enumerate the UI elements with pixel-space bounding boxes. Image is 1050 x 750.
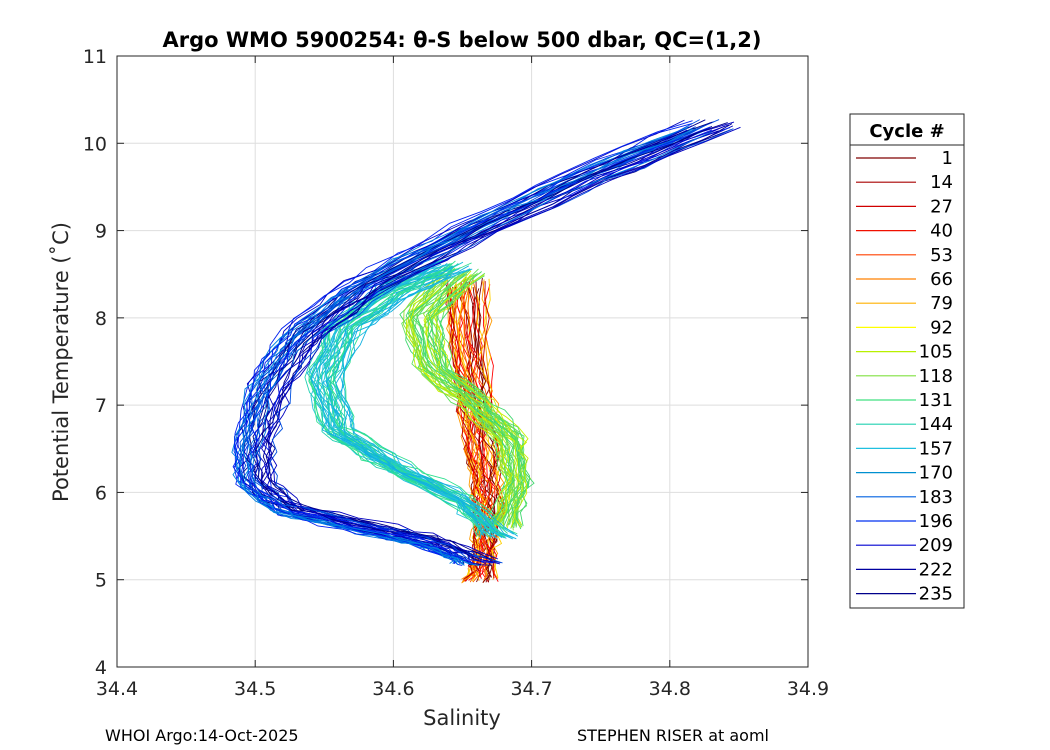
- profile-line: [426, 269, 523, 526]
- legend-label: 66: [930, 269, 953, 290]
- profile-line: [333, 263, 507, 537]
- footer-left: WHOI Argo:14-Oct-2025: [105, 726, 299, 745]
- x-tick-label: 34.9: [787, 678, 829, 700]
- profile-line: [245, 126, 703, 564]
- chart-title: Argo WMO 5900254: θ-S below 500 dbar, QC…: [163, 28, 762, 52]
- profile-line: [484, 278, 505, 578]
- legend-label: 183: [919, 487, 953, 508]
- legend-entries: 1 14 27 40 53 66 79 92 105 118 131 144 157 170 183 196 2…: [856, 148, 953, 605]
- legend-label: 131: [919, 390, 953, 411]
- profile-line: [410, 271, 514, 525]
- y-tick-label: 10: [83, 133, 107, 155]
- profile-line: [332, 268, 515, 539]
- profile-line: [448, 284, 484, 582]
- legend-label: 235: [919, 584, 953, 605]
- footer-right: STEPHEN RISER at aoml: [577, 726, 769, 745]
- profile-line: [322, 259, 496, 533]
- profile-line: [327, 263, 509, 537]
- profile-line: [409, 277, 513, 530]
- y-tick-label: 7: [95, 395, 107, 417]
- y-tick-label: 8: [95, 308, 107, 330]
- profile-line: [447, 280, 479, 580]
- profile-line: [335, 270, 513, 540]
- profile-line: [261, 122, 728, 560]
- profile-line: [248, 129, 713, 566]
- legend-label: 144: [919, 414, 953, 435]
- plot-frame: [116, 55, 809, 668]
- profile-line: [454, 288, 486, 583]
- profile-line: [246, 119, 701, 560]
- profile-line: [467, 287, 496, 583]
- profile-line: [407, 275, 515, 531]
- profile-line: [407, 268, 510, 526]
- profile-line: [261, 127, 731, 564]
- y-tick-label: 4: [95, 657, 107, 679]
- x-axis-label: Salinity: [423, 706, 501, 730]
- profile-line: [447, 285, 483, 582]
- legend-label: 1: [942, 148, 953, 169]
- profile-line: [438, 272, 528, 528]
- legend-label: 105: [919, 342, 953, 363]
- legend-label: 157: [919, 438, 953, 459]
- x-tick-label: 34.7: [510, 678, 552, 700]
- legend-label: 14: [930, 172, 953, 193]
- legend-label: 27: [930, 196, 953, 217]
- profile-line: [260, 124, 730, 561]
- legend-box: [849, 113, 965, 609]
- profile-line: [317, 266, 496, 538]
- plot-area: 34.4 34.5 34.6 34.7 34.8 34.9 4 5 6 7 8 9 10 11: [83, 46, 829, 700]
- legend-label: 92: [930, 317, 953, 338]
- profile-line: [438, 275, 531, 530]
- legend-label: 118: [919, 366, 953, 387]
- profile-line: [429, 272, 525, 527]
- x-tick-label: 34.5: [234, 678, 276, 700]
- legend-label: 79: [930, 293, 953, 314]
- legend-label: 209: [919, 535, 953, 556]
- axis-ticks: 34.4 34.5 34.6 34.7 34.8 34.9 4 5 6 7 8 9 10 11: [83, 46, 829, 700]
- x-tick-label: 34.8: [649, 678, 691, 700]
- profile-line: [466, 281, 493, 579]
- legend-label: 196: [919, 511, 953, 532]
- legend-title: Cycle #: [869, 121, 944, 142]
- x-tick-label: 34.4: [96, 678, 138, 700]
- y-tick-label: 5: [95, 570, 107, 592]
- profile-line: [232, 120, 693, 560]
- legend-label: 222: [919, 559, 953, 580]
- y-tick-label: 11: [83, 46, 107, 68]
- y-axis-label: Potential Temperature (˚C): [49, 222, 73, 502]
- data-lines: [231, 119, 741, 584]
- legend-label: 40: [930, 221, 953, 242]
- legend-label: 170: [919, 463, 953, 484]
- y-tick-label: 6: [95, 482, 107, 504]
- legend: Cycle # 1 14 27 40 53 66 79 92 105 118 131 144 157 17…: [849, 113, 965, 609]
- x-tick-label: 34.6: [372, 678, 414, 700]
- legend-label: 53: [930, 245, 953, 266]
- y-tick-label: 9: [95, 221, 107, 243]
